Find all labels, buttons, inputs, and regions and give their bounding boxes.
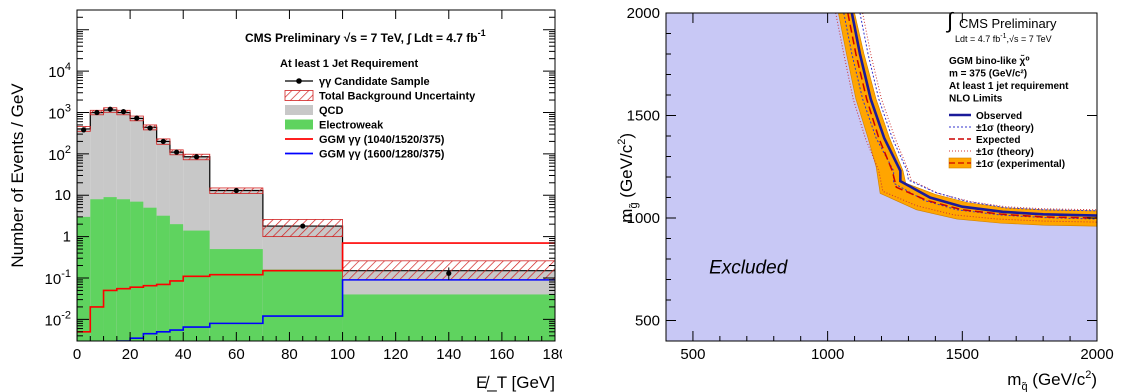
data-point [147,125,153,131]
electroweak-bar [169,224,184,341]
y-axis-label: Number of Events / GeV [8,83,27,268]
legend-label-qcd: QCD [319,105,344,117]
x-tick-label: 500 [680,346,705,363]
legend-label-data: γγ Candidate Sample [319,76,430,88]
y-tick-label: 102 [48,144,71,164]
x-tick-label: 180 [542,346,562,363]
y-tick-label: 104 [48,61,71,81]
y-tick-label: 103 [48,102,71,122]
model-line-1: m = 375 (GeV/c²) [949,69,1027,80]
legend-label-obs: Observed [976,111,1022,122]
model-line-2: At least 1 jet requirement [949,81,1069,92]
signal-1600-1280-375-line [116,279,555,341]
electroweak-bar [156,215,170,341]
legend-label-exp_th: ±1σ (theory) [976,147,1034,158]
data-point [160,138,166,145]
electroweak-bar [209,249,263,341]
cms-preliminary-label: CMS Preliminary [959,16,1057,31]
data-point [193,154,200,160]
legend-symbol-qcd [285,105,313,115]
legend-label-exp_band: ±1σ (experimental) [976,159,1065,170]
x-tick-label: 40 [175,346,192,363]
electroweak-bar [143,207,157,341]
expected-experimental-band [838,13,1097,227]
data-point [300,223,306,229]
observed-theory-upper-line [859,13,1097,212]
electroweak-bar [77,216,91,341]
x-tick-label: 0 [73,346,81,363]
excluded-label: Excluded [709,257,789,278]
x-tick-label: 120 [383,346,408,363]
legend-label-obs_th: ±1σ (theory) [976,123,1034,134]
expected-theory-lower-line [835,13,1097,223]
electroweak-bar [103,197,117,341]
x-tick-label: 2000 [1080,346,1113,363]
legend-label-unc: Total Background Uncertainty [319,91,476,103]
data-point [94,109,100,116]
y-tick-label: 1500 [627,108,660,125]
data-point [173,149,180,155]
x-tick-label: 100 [330,346,355,363]
data-point [120,109,127,115]
y-tick-label: 500 [635,313,660,330]
y-axis-label: mg̃ (GeV/c2) [616,133,640,223]
electroweak-bar [183,230,210,341]
model-line-3: NLO Limits [949,94,1003,105]
data-point [134,115,140,121]
x-tick-label: 1500 [946,346,979,363]
x-axis-label: E̸_T [GeV] [476,373,555,392]
data-point [107,106,113,112]
x-tick-label: 1000 [811,346,844,363]
y-tick-label: 10-2 [45,309,71,329]
legend-label-sig2: GGM γγ (1600/1280/375) [319,149,445,161]
data-point [81,127,87,133]
y-tick-label: 10-1 [45,268,71,288]
legend-symbol-electroweak [285,119,313,130]
x-tick-label: 20 [122,346,139,363]
x-tick-label: 80 [281,346,298,363]
expected-theory-upper-line [862,13,1097,211]
legend-symbol-uncertainty [284,90,314,101]
signal-1040-1520-375-line [77,242,555,333]
legend-label-sig1: GGM γγ (1040/1520/375) [319,134,445,146]
legend-symbol-data-marker [296,78,302,84]
selection-label: At least 1 Jet Requirement [280,58,418,70]
left-histogram-chart: 0 20 40 60 80 100 120 140 160 180 10-2 10-1 1 10 102 10… [8,9,562,392]
x-tick-label: 160 [489,346,514,363]
expected-limit-line [847,13,1097,219]
y-tick-label: 1000 [627,210,660,227]
chart-header: CMS Preliminary √s = 7 TeV, ∫ Ldt = 4.7 … [245,28,486,45]
right-exclusion-chart: Excluded 500 1000 1500 2000 500 1000 1500 2000 m… [616,5,1114,392]
integral-sign: ∫ [945,8,955,33]
legend-label-ew: Electroweak [319,120,384,132]
observed-limit-line [850,13,1097,217]
x-tick-label: 140 [436,346,461,363]
y-tick-label: 2000 [627,5,660,22]
lumi-label: Ldt = 4.7 fb-1,√s = 7 TeV [955,33,1052,44]
y-tick-label: 10 [54,187,71,204]
x-axis-label: mq̃ (GeV/c2) [1007,369,1097,392]
model-line-0: GGM bino-like χ̃⁰ [949,54,1030,67]
data-point [233,187,239,194]
y-tick-label: 1 [63,229,71,246]
electroweak-bar [130,201,144,341]
electroweak-bar [262,269,343,341]
electroweak-bar [90,199,104,341]
data-point [446,270,452,276]
x-tick-label: 60 [228,346,245,363]
electroweak-bar [116,199,131,341]
legend-label-exp: Expected [976,135,1020,146]
